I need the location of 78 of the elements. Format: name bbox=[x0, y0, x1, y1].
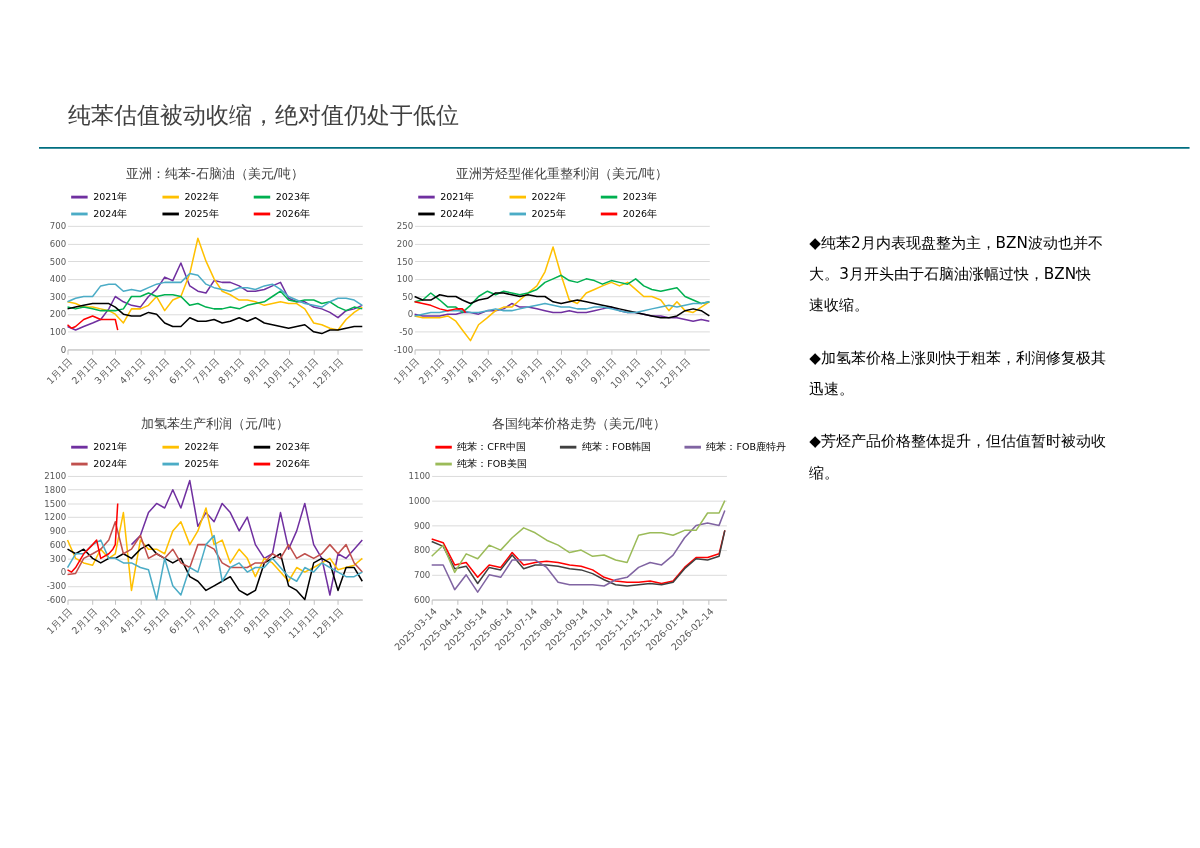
y-tick-label: 300 bbox=[49, 553, 67, 564]
legend-label: 2025年 bbox=[184, 207, 219, 219]
y-tick-label: 1200 bbox=[44, 512, 67, 523]
line-series bbox=[413, 301, 711, 317]
y-tick-label: 800 bbox=[413, 545, 431, 556]
legend-label: 2026年 bbox=[622, 207, 658, 219]
y-tick-label: 600 bbox=[49, 238, 67, 249]
y-tick-label: 0 bbox=[60, 344, 67, 355]
y-tick-label: -300 bbox=[46, 581, 67, 592]
chart-title: 各国纯苯价格走势（美元/吨） bbox=[492, 416, 666, 432]
y-tick-label: 50 bbox=[402, 291, 414, 302]
y-tick-label: 1500 bbox=[44, 498, 67, 509]
line-series bbox=[413, 301, 467, 314]
y-tick-label: -600 bbox=[46, 594, 67, 605]
legend-label: 2025年 bbox=[531, 207, 566, 219]
y-tick-label: 400 bbox=[49, 274, 67, 285]
legend-label: 2026年 bbox=[275, 457, 310, 469]
text: ◆加氢苯价格上涨则快于粗苯，利润修复极其迅速。 bbox=[809, 348, 1106, 399]
legend-label: 2023年 bbox=[275, 190, 310, 202]
line-series bbox=[413, 292, 711, 319]
chart-title: 亚洲芳烃型催化重整利润（美元/吨） bbox=[455, 166, 669, 182]
y-tick-label: 700 bbox=[49, 221, 67, 232]
y-tick-label: 0 bbox=[60, 567, 67, 578]
text: ◆纯苯2月内表现盘整为主，BZN波动也并不大。3月开头由于石脑油涨幅过快，BZN快速收缩。 bbox=[809, 233, 1103, 315]
y-tick-label: 900 bbox=[413, 520, 431, 531]
legend-label: 2023年 bbox=[275, 441, 310, 453]
line-series bbox=[66, 520, 364, 576]
y-tick-label: 150 bbox=[396, 256, 414, 267]
legend-label: 2022年 bbox=[184, 441, 219, 453]
y-tick-label: 900 bbox=[49, 526, 67, 537]
text: ◆芳烃产品价格整体提升，但估值暂时被动收缩。 bbox=[809, 432, 1106, 482]
chart-title: 亚洲：纯苯-石脑油（美元/吨） bbox=[125, 166, 305, 182]
legend-label: 2021年 bbox=[93, 441, 128, 453]
line-series bbox=[66, 290, 364, 312]
y-tick-label: 600 bbox=[49, 539, 67, 550]
line-series bbox=[430, 499, 726, 574]
legend-label: 纯苯：CFR中国 bbox=[457, 441, 527, 453]
line-series bbox=[66, 302, 364, 335]
legend-label: 2022年 bbox=[531, 190, 566, 202]
line-series bbox=[66, 262, 364, 331]
y-tick-label: 200 bbox=[396, 238, 414, 249]
legend-label: 2024年 bbox=[93, 457, 128, 469]
line-series bbox=[413, 246, 711, 342]
legend-label: 2021年 bbox=[93, 190, 128, 202]
y-tick-label: 1000 bbox=[408, 496, 431, 506]
legend-label: 2024年 bbox=[440, 207, 475, 219]
legend-label: 2024年 bbox=[93, 207, 128, 219]
y-tick-label: 250 bbox=[396, 221, 414, 232]
legend-label: 纯苯：FOB鹿特丹 bbox=[706, 441, 786, 453]
y-tick-label: 100 bbox=[396, 274, 414, 285]
line-series bbox=[66, 507, 364, 592]
y-tick-label: 2100 bbox=[44, 471, 67, 482]
legend-label: 2026年 bbox=[275, 207, 310, 219]
y-tick-label: 200 bbox=[49, 309, 67, 320]
text: 纯苯估值被动收缩，绝对值仍处于低位 bbox=[67, 102, 459, 129]
y-tick-label: 500 bbox=[49, 256, 67, 267]
line-series bbox=[430, 509, 726, 593]
line-series bbox=[66, 315, 119, 331]
legend-label: 2022年 bbox=[184, 190, 219, 202]
y-tick-label: 600 bbox=[413, 594, 431, 605]
line-series bbox=[66, 237, 364, 331]
y-tick-label: 700 bbox=[413, 570, 431, 581]
y-tick-label: 1100 bbox=[408, 471, 431, 482]
y-tick-label: 300 bbox=[49, 291, 67, 302]
legend-label: 2021年 bbox=[440, 190, 475, 202]
y-tick-label: 0 bbox=[407, 309, 414, 320]
line-series bbox=[66, 502, 119, 573]
line-series bbox=[130, 479, 364, 596]
line-series bbox=[66, 272, 364, 308]
legend-label: 纯苯：FOB韩国 bbox=[581, 441, 652, 453]
y-tick-label: -50 bbox=[399, 327, 414, 338]
chart-title: 加氢苯生产利润（元/吨） bbox=[141, 416, 289, 432]
legend-label: 2023年 bbox=[622, 190, 658, 202]
legend-label: 2025年 bbox=[184, 457, 219, 469]
y-tick-label: 1800 bbox=[44, 485, 67, 496]
legend-label: 纯苯：FOB美国 bbox=[457, 457, 527, 469]
y-tick-label: 100 bbox=[49, 327, 67, 338]
y-tick-label: -100 bbox=[393, 344, 414, 355]
